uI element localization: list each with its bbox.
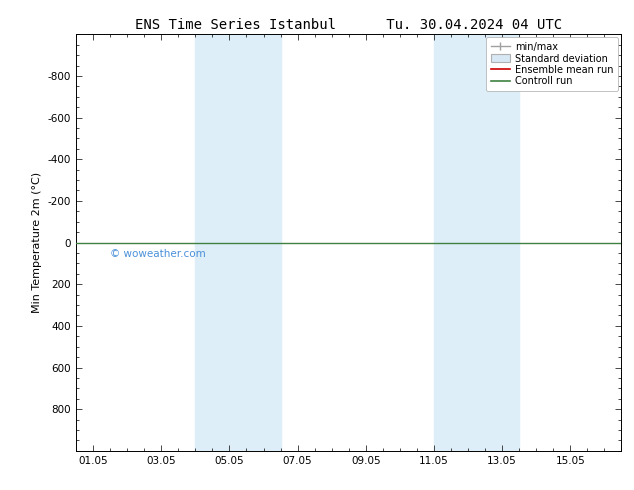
Y-axis label: Min Temperature 2m (°C): Min Temperature 2m (°C) [32,172,42,313]
Bar [195,34,280,451]
Legend: min/max, Standard deviation, Ensemble mean run, Controll run: min/max, Standard deviation, Ensemble me… [486,37,618,91]
Text: © woweather.com: © woweather.com [110,249,206,259]
Bar [434,34,519,451]
Title: ENS Time Series Istanbul      Tu. 30.04.2024 04 UTC: ENS Time Series Istanbul Tu. 30.04.2024 … [135,18,562,32]
